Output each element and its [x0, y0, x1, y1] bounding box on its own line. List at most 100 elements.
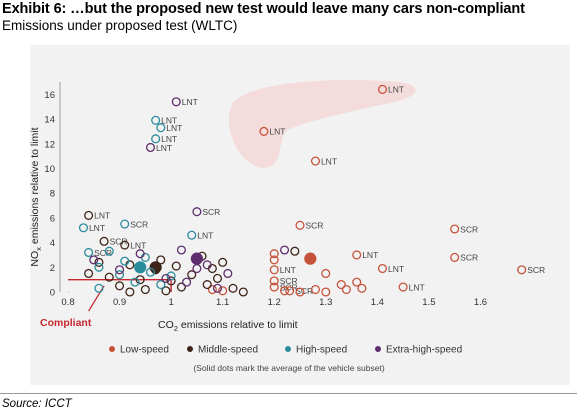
y-tick-label: 2 — [50, 263, 55, 274]
y-tick-label: 6 — [50, 213, 55, 224]
x-tick-label: 0.9 — [113, 297, 126, 308]
y-tick-label: 4 — [50, 238, 55, 249]
x-tick-label: 1.1 — [216, 297, 229, 308]
scatter-point-low-speed — [269, 265, 279, 275]
scatter-point-middle-speed — [187, 270, 197, 280]
scatter-point-high-speed — [115, 270, 125, 280]
compliant-label: Compliant — [40, 317, 92, 329]
average-point-extra-high-speed — [190, 252, 203, 265]
scatter-point-low-speed — [295, 220, 305, 230]
scatter-point-high-speed — [151, 115, 161, 125]
average-point-high-speed — [134, 261, 147, 274]
scatter-point-high-speed — [84, 247, 94, 258]
scatter-point-middle-speed — [84, 268, 94, 279]
scatter-point-middle-speed — [99, 236, 109, 246]
scatter-point-high-speed — [120, 256, 130, 266]
scatter-point-high-speed — [166, 271, 176, 281]
scatter-point-high-speed — [151, 134, 161, 144]
scatter-point-middle-speed — [125, 287, 135, 297]
page-title: Exhibit 6: …but the proposed new test wo… — [2, 1, 525, 17]
scatter-point-low-speed — [336, 280, 346, 290]
scatter-point-middle-speed — [94, 257, 104, 267]
footer-rule — [0, 393, 577, 394]
y-axis-label: NOx emissions relative to limit — [29, 127, 43, 266]
point-label: LNT — [166, 123, 182, 133]
scatter-point-extra-high-speed — [192, 207, 202, 217]
scatter-point-extra-high-speed — [212, 283, 223, 293]
scatter-point-low-speed — [377, 263, 388, 274]
scatter-point-high-speed — [104, 246, 114, 256]
scatter-point-extra-high-speed — [202, 260, 212, 270]
point-label: LNT — [388, 264, 404, 274]
scatter-point-extra-high-speed — [279, 245, 290, 255]
legend-swatch — [285, 346, 291, 352]
point-label: LNT — [197, 230, 213, 240]
scatter-point-middle-speed — [176, 282, 186, 292]
x-tick-label: 1.5 — [422, 297, 435, 308]
point-label: LNT — [182, 97, 198, 107]
scatter-point-high-speed — [156, 123, 166, 133]
point-label: SCR — [527, 265, 545, 275]
point-label: SCR — [130, 219, 148, 229]
legend-label: Middle-speed — [198, 345, 258, 356]
scatter-point-high-speed — [130, 277, 140, 287]
x-tick-label: 1.2 — [268, 297, 281, 308]
compliant-pointer-line — [88, 285, 105, 312]
legend-swatch — [187, 346, 193, 352]
scatter-point-high-speed — [78, 223, 89, 233]
point-label: SCR — [306, 221, 324, 231]
scatter-point-high-speed — [156, 280, 166, 290]
x-tick-label: 0.8 — [61, 297, 74, 308]
scatter-point-low-speed — [279, 286, 290, 296]
scatter-point-high-speed — [120, 219, 130, 229]
scatter-point-low-speed — [259, 126, 269, 136]
scatter-point-middle-speed — [135, 275, 145, 285]
point-label: SCR — [460, 253, 478, 263]
scatter-point-extra-high-speed — [171, 97, 181, 107]
point-label: SCR — [202, 207, 220, 217]
x-tick-label: 1.6 — [474, 297, 487, 308]
scatter-point-extra-high-speed — [182, 277, 192, 287]
point-label: SCR — [460, 224, 478, 234]
scatter-point-high-speed — [94, 283, 104, 293]
x-tick-label: 1.4 — [371, 297, 384, 308]
scatter-point-middle-speed — [120, 240, 130, 250]
scatter-point-low-speed — [352, 277, 362, 287]
scatter-point-extra-high-speed — [135, 249, 145, 259]
scatter-point-middle-speed — [104, 272, 114, 282]
scatter-point-middle-speed — [202, 280, 212, 290]
legend-label: Low-speed — [120, 345, 169, 356]
source-note: Source: ICCT — [2, 398, 72, 410]
scatter-point-low-speed — [269, 249, 279, 259]
point-label: SCR — [280, 276, 298, 286]
y-tick-label: 8 — [50, 189, 55, 200]
scatter-point-low-speed — [285, 286, 295, 296]
scatter-point-extra-high-speed — [89, 255, 99, 265]
scatter-point-low-speed — [269, 255, 279, 265]
scatter-point-middle-speed — [218, 257, 228, 267]
scatter-point-low-speed — [398, 282, 408, 292]
scatter-point-middle-speed — [171, 261, 181, 271]
scatter-point-extra-high-speed — [223, 268, 233, 279]
point-label: LNT — [156, 143, 172, 153]
scatter-point-middle-speed — [115, 281, 125, 291]
average-point-middle-speed — [149, 261, 162, 274]
point-label: LNT — [409, 282, 425, 292]
legend-swatch — [109, 346, 115, 352]
scatter-point-extra-high-speed — [176, 245, 186, 255]
point-label: LNT — [161, 116, 177, 126]
scatter-point-low-speed — [352, 250, 362, 260]
scatter-point-low-speed — [218, 286, 228, 296]
scatter-point-extra-high-speed — [115, 265, 125, 275]
scatter-point-low-speed — [310, 284, 321, 295]
scatter-point-low-speed — [310, 156, 321, 166]
scatter-point-low-speed — [377, 84, 388, 94]
legend-swatch — [375, 346, 381, 352]
scatter-point-low-speed — [517, 265, 527, 275]
scatter-point-middle-speed — [212, 273, 223, 283]
scatter-point-middle-speed — [140, 284, 150, 295]
point-label: LNT — [89, 223, 105, 233]
y-tick-label: 12 — [44, 139, 55, 150]
legend-note: (Solid dots mark the average of the vehi… — [193, 363, 385, 373]
